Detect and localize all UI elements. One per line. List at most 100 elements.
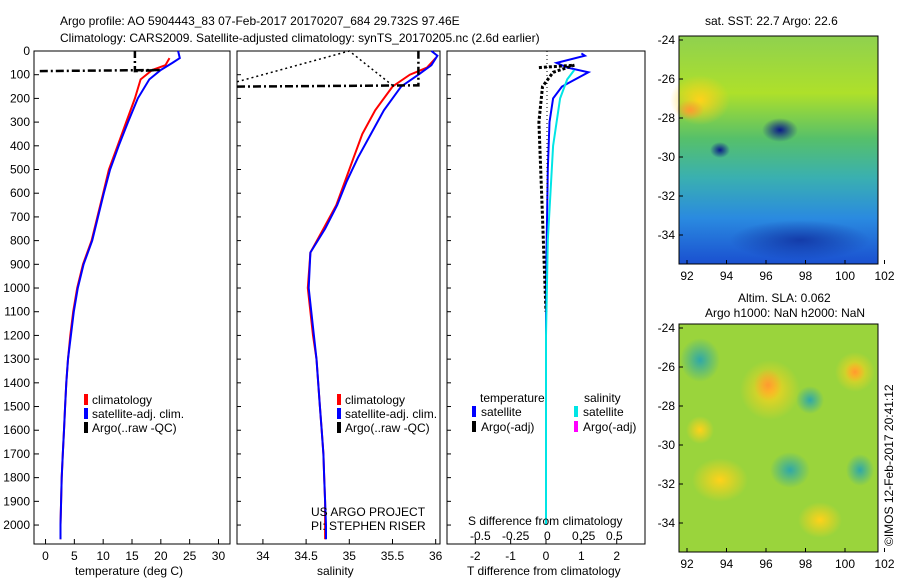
map-xtick-label: 96 (759, 269, 773, 283)
map-xtick-label: 92 (680, 557, 694, 571)
map-ytick-label: -24 (658, 321, 676, 335)
x-tick-label: 35.5 (381, 549, 405, 563)
legend-s-satellite: satellite (583, 405, 624, 419)
map-xtick-label: 96 (759, 557, 773, 571)
legend-swatch-satellite (84, 408, 88, 419)
x-tick-label: 34.5 (294, 549, 318, 563)
series-line (39, 51, 161, 73)
sst-map-panel: sat. SST: 22.7 Argo: 22.6 92 94 96 98 100 102… (658, 14, 895, 283)
sla-yticks: -24 -26 -28 -30 -32 -34 (658, 321, 683, 530)
map-xtick-label: 98 (799, 557, 813, 571)
s-difference-xlabel: S difference from climatology (468, 514, 623, 528)
series-line (59, 50, 181, 540)
x-tick-label: 10 (96, 549, 110, 563)
depth-tick-label: 700 (10, 210, 30, 224)
sst-title: sat. SST: 22.7 Argo: 22.6 (705, 14, 838, 28)
salinity-panel: 34 34.5 35 35.5 36 salinity climatology sate… (236, 50, 443, 578)
depth-tick-label: 200 (10, 91, 30, 105)
depth-tick-label: 1300 (3, 352, 30, 366)
t-difference-xlabel: T difference from climatology (467, 564, 621, 578)
legend-argo: Argo(..raw -QC) (345, 421, 430, 435)
temperature-xlabel: temperature (deg C) (75, 564, 183, 578)
series-line (307, 50, 439, 540)
annotation-pi: PI: STEPHEN RISER (311, 519, 426, 533)
map-ytick-label: -26 (658, 360, 676, 374)
x-tick-label: 2 (613, 549, 620, 563)
series-line (306, 57, 437, 540)
legend-salinity-heading: salinity (584, 391, 621, 405)
difference-panel: -2 -1 0 1 2 S difference from climatology -0… (446, 50, 646, 578)
legend-climatology: climatology (92, 393, 152, 407)
salinity-profiles (236, 50, 439, 540)
x-tick-label: 0 (543, 549, 550, 563)
sst-axes (678, 35, 879, 265)
series-line (537, 63, 575, 312)
s-tick-1: -0.5 (470, 529, 491, 543)
legend-argo: Argo(..raw -QC) (92, 421, 177, 435)
depth-tick-label: 1400 (3, 376, 30, 390)
temperature-profiles (39, 50, 181, 540)
header-line2: Climatology: CARS2009. Satellite-adjuste… (60, 31, 540, 45)
legend-swatch-argo (84, 422, 88, 433)
map-xtick-label: 100 (835, 557, 855, 571)
depth-tick-label: 1800 (3, 471, 30, 485)
map-xtick-label: 98 (799, 269, 813, 283)
map-xtick-label: 100 (835, 269, 855, 283)
legend-temperature-heading: temperature (480, 391, 545, 405)
depth-tick-label: 400 (10, 139, 30, 153)
depth-tick-label: 1500 (3, 400, 30, 414)
legend-swatch-t-argo (472, 421, 476, 432)
depth-tick-label: 300 (10, 115, 30, 129)
legend-satellite: satellite-adj. clim. (92, 407, 184, 421)
sst-yticks: -24 -26 -28 -30 -32 -34 (658, 33, 683, 242)
sst-xticks: 92 94 96 98 100 102 (680, 260, 895, 283)
x-tick-label: 15 (125, 549, 139, 563)
x-tick-label: 0 (42, 549, 49, 563)
series-line (236, 51, 420, 88)
sla-axes (678, 323, 879, 553)
x-tick-label: 5 (71, 549, 78, 563)
legend-satellite: satellite-adj. clim. (345, 407, 437, 421)
map-xtick-label: 94 (720, 557, 734, 571)
legend-swatch-argo (337, 422, 341, 433)
depth-tick-label: 1200 (3, 328, 30, 342)
depth-tick-label: 900 (10, 257, 30, 271)
salinity-axes (236, 50, 441, 545)
x-tick-label: 1 (578, 549, 585, 563)
legend-s-argo: Argo(-adj) (583, 420, 636, 434)
annotation-project: US ARGO PROJECT (311, 505, 426, 519)
depth-tick-label: 600 (10, 186, 30, 200)
depth-tick-label: 1900 (3, 494, 30, 508)
imos-credit: ©IMOS 12-Feb-2017 20:41:12 (882, 384, 896, 546)
map-ytick-label: -34 (658, 228, 676, 242)
temperature-panel: 0100200300400500600700800900100011001200… (3, 44, 451, 578)
sla-title-1: Altim. SLA: 0.062 (738, 291, 831, 305)
depth-tick-label: 1600 (3, 423, 30, 437)
depth-tick-label: 100 (10, 68, 30, 82)
difference-ticks: -2 -1 0 1 2 (470, 539, 620, 563)
temperature-ticks: 0 5 10 15 20 25 30 (42, 539, 225, 563)
depth-tick-label: 1100 (4, 305, 30, 319)
s-tick-5: 0.5 (606, 529, 623, 543)
depth-ticks: 0 100 200 300 400 500 600 700 800 900 1000 1100 1200… (3, 44, 451, 532)
s-tick-2: -0.25 (502, 529, 530, 543)
sla-map-panel: Altim. SLA: 0.062 Argo h1000: NaN h2000:… (658, 291, 895, 571)
map-ytick-label: -26 (658, 72, 676, 86)
x-tick-label: 35 (343, 549, 357, 563)
map-ytick-label: -32 (658, 189, 676, 203)
x-tick-label: 25 (183, 549, 197, 563)
map-ytick-label: -34 (658, 516, 676, 530)
legend-swatch-satellite (337, 408, 341, 419)
sst-features (670, 75, 870, 260)
map-xtick-label: 92 (680, 269, 694, 283)
map-ytick-label: -24 (658, 33, 676, 47)
legend-swatch-s-argo (574, 421, 578, 432)
x-tick-label: -2 (470, 549, 481, 563)
salinity-ticks: 34 34.5 35 35.5 36 (256, 539, 443, 563)
difference-profiles (537, 51, 592, 525)
map-ytick-label: -28 (658, 111, 676, 125)
depth-tick-label: 800 (10, 234, 30, 248)
depth-tick-label: 1700 (3, 447, 30, 461)
map-ytick-label: -30 (658, 438, 676, 452)
x-tick-label: 20 (154, 549, 168, 563)
